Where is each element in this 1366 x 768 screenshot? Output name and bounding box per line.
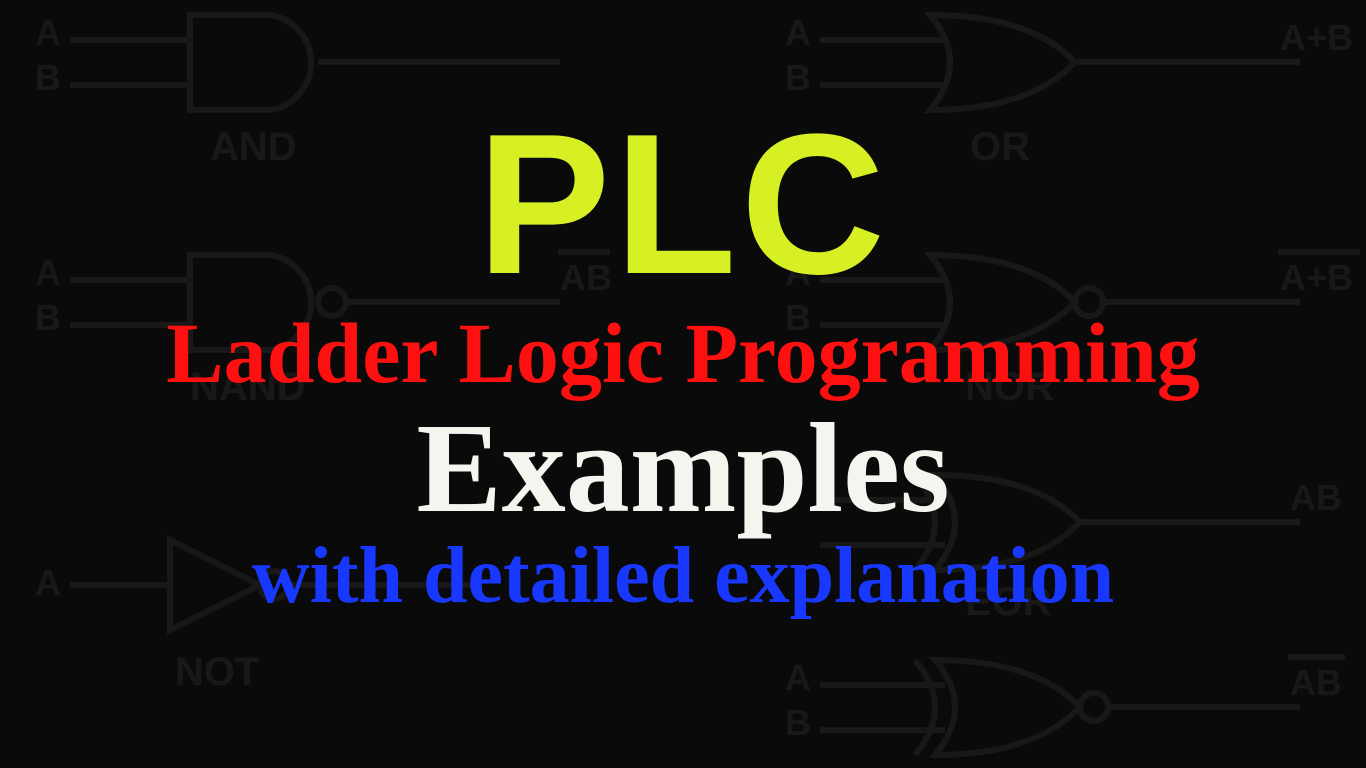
title-line-3: Examples [416, 404, 949, 532]
title-line-2: Ladder Logic Programming [166, 308, 1200, 398]
title-line-1: PLC [477, 120, 889, 290]
title-block: PLC Ladder Logic Programming Examples wi… [0, 0, 1366, 768]
title-line-4: with detailed explanation [252, 534, 1114, 618]
